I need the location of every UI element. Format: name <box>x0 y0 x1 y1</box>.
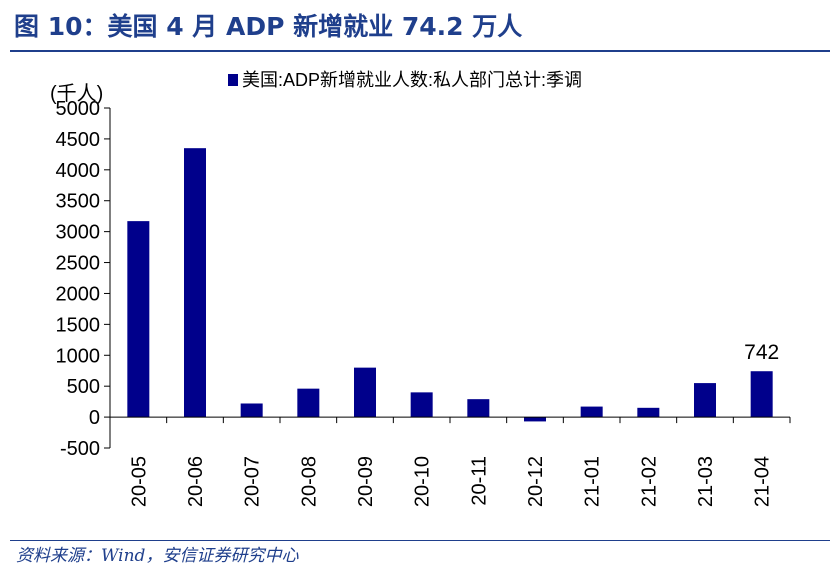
bars <box>127 148 773 422</box>
x-tick-label: 20-10 <box>412 456 434 507</box>
x-axis-ticks: 20-05 20-06 20-07 20-08 20-09 20-10 20-11 20-12… <box>109 417 791 507</box>
bar-20-07 <box>240 403 263 418</box>
bar-21-03 <box>694 383 716 418</box>
title-divider <box>10 50 830 52</box>
x-tick-label: 21-02 <box>638 456 660 507</box>
x-tick-label: 20-11 <box>468 456 490 506</box>
y-axis-ticks: -500 0 500 1000 1500 2000 2500 3000 3500 4000 4500… <box>56 98 110 460</box>
bar-20-06 <box>184 148 206 418</box>
y-tick-label: 1000 <box>56 345 101 367</box>
bar-chart: 美国:ADP新增就业人数:私人部门总计:季调 (千人) -500 0 500 1000… <box>50 70 791 507</box>
x-tick-label: 20-08 <box>298 456 320 507</box>
y-axis-unit-label: (千人) <box>50 82 103 105</box>
y-tick-label: 0 <box>89 407 100 429</box>
y-tick-label: 2000 <box>56 283 101 305</box>
figure-title: 图 10：美国 4 月 ADP 新增就业 74.2 万人 <box>14 12 523 41</box>
source-note: 资料来源：Wind，安信证券研究中心 <box>16 546 299 566</box>
bar-21-04 <box>750 371 773 418</box>
data-label: 742 <box>744 341 779 364</box>
x-tick-label: 21-04 <box>752 456 774 507</box>
y-tick-label: -500 <box>60 438 100 460</box>
legend: 美国:ADP新增就业人数:私人部门总计:季调 <box>228 70 582 90</box>
y-tick-label: 4500 <box>56 129 101 151</box>
x-tick-label: 20-09 <box>355 456 377 507</box>
y-tick-label: 4000 <box>56 160 101 182</box>
legend-label: 美国:ADP新增就业人数:私人部门总计:季调 <box>242 70 582 90</box>
x-tick-label: 20-12 <box>525 456 547 507</box>
x-tick-label: 20-07 <box>242 456 264 507</box>
data-annotations: 742 <box>744 341 779 364</box>
bar-20-11 <box>467 399 490 418</box>
bar-21-01 <box>580 406 603 418</box>
x-tick-label: 20-05 <box>128 456 150 507</box>
bar-20-05 <box>127 221 150 418</box>
bar-20-12 <box>524 417 546 422</box>
y-tick-label: 3500 <box>56 191 101 213</box>
bar-20-10 <box>410 392 433 418</box>
y-tick-label: 1500 <box>56 314 101 336</box>
y-tick-label: 3000 <box>56 222 101 244</box>
x-tick-label: 20-06 <box>185 456 207 507</box>
y-tick-label: 500 <box>67 376 100 398</box>
x-tick-label: 21-03 <box>695 456 717 507</box>
bar-20-09 <box>354 367 376 418</box>
y-tick-label: 2500 <box>56 253 101 275</box>
x-tick-label: 21-01 <box>582 456 604 507</box>
bar-20-08 <box>297 388 320 418</box>
source-divider <box>10 540 830 541</box>
y-tick-label: 5000 <box>56 98 101 120</box>
bar-21-02 <box>637 407 660 418</box>
legend-swatch <box>228 74 238 86</box>
